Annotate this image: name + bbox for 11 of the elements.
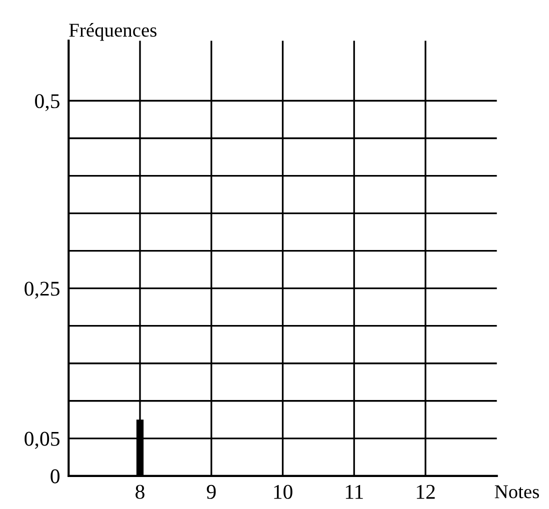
y-axis-title: Fréquences [69,23,156,41]
x-tick-label: 12 [416,484,435,499]
x-tick-label: 9 [206,484,216,499]
x-tick-label: 10 [274,484,292,499]
x-tick-label: 8 [136,484,144,499]
y-tick-label: 0,05 [24,432,60,449]
y-tick-label: 0,5 [35,94,60,112]
y-tick-label: 0 [50,469,60,484]
y-tick-label: 0,25 [24,282,60,299]
x-axis-title: Notes [494,485,539,498]
x-tick-label: 11 [346,484,363,499]
